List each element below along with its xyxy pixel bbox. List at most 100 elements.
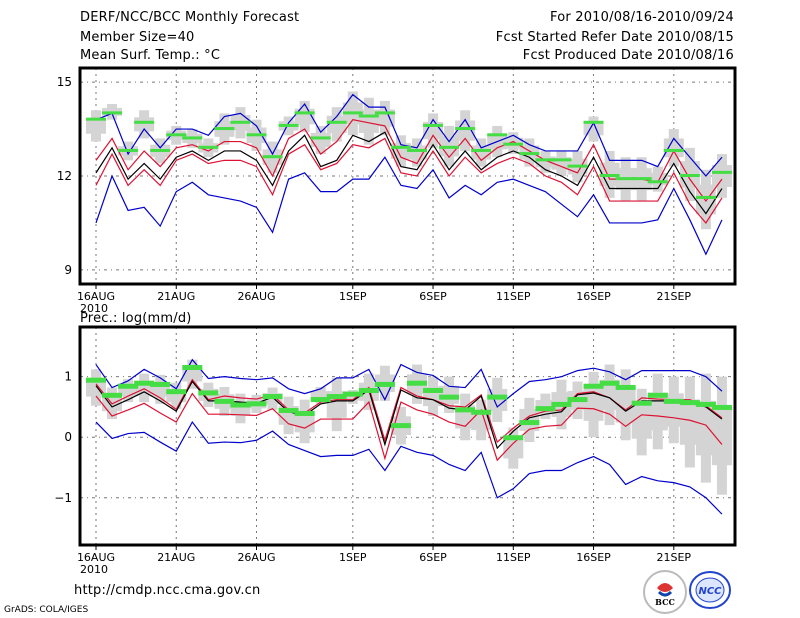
x-tick-year: 2010 [80,302,108,315]
series-line-lower-quartile [95,392,723,462]
forecast-marker [86,377,106,383]
ncc-logo: NCC [688,570,731,610]
y-tick-label: 0 [64,430,72,444]
forecast-marker [342,391,363,397]
x-tick-label: 21SEP [657,551,692,564]
forecast-marker [647,392,668,398]
forecast-marker [455,127,476,131]
spread-box-core [503,437,524,459]
forecast-marker [535,406,556,412]
x-tick-label: 16SEP [576,290,611,303]
forecast-marker [278,123,299,127]
forecast-marker [407,148,427,152]
forecast-marker [310,397,331,403]
forecast-marker [615,177,636,181]
forecast-marker [390,145,411,149]
x-tick-label: 6SEP [419,290,447,303]
spread-box-core [631,405,652,439]
forecast-marker [679,400,700,406]
spread-box-core [695,400,716,456]
forecast-marker [166,389,187,395]
forecast-marker [423,387,444,393]
forecast-marker [86,117,106,121]
forecast-marker [390,423,411,429]
source-url[interactable]: http://cmdp.ncc.cma.gov.cn [74,583,261,598]
forecast-marker [583,383,604,389]
forecast-marker [246,401,267,407]
forecast-marker [471,409,492,415]
forecast-marker [615,384,636,390]
forecast-marker [631,400,652,406]
forecast-marker [198,390,219,396]
spread-box-core [695,184,716,215]
forecast-marker [374,111,395,115]
forecast-marker [519,152,540,156]
bcc-logo-text: BCC [655,597,675,607]
forecast-marker [102,392,123,398]
x-tick-label: 26AUG [237,551,275,564]
x-tick-label: 21AUG [157,290,195,303]
forecast-marker [407,380,427,386]
grads-credit: GrADS: COLA/IGES [4,605,89,615]
spread-box-core [310,391,331,400]
forecast-marker [246,133,267,137]
ncc-logo-text: NCC [698,586,722,597]
forecast-marker [118,148,139,152]
forecast-marker [374,381,395,387]
forecast-marker [198,145,219,149]
forecast-marker [471,148,492,152]
series-line-median [95,131,723,215]
forecast-marker [230,402,251,408]
forecast-marker [182,136,203,140]
spread-box-core [118,384,139,397]
forecast-marker [679,174,700,177]
spread-box-core [310,132,331,148]
spread-box-core [615,387,636,423]
forecast-marker [455,407,476,413]
forecast-marker [439,394,460,400]
spread-box-core [583,122,604,136]
bcc-logo: BCC [643,570,687,614]
forecast-marker [134,380,155,386]
forecast-marker [294,111,315,115]
spread-box-core [326,115,347,133]
y-tick-label: 15 [57,75,72,89]
forecast-range: For 2010/08/16-2010/09/24 [550,10,734,25]
forecast-marker [326,394,347,400]
forecast-marker [214,127,235,131]
spread-box-core [535,156,556,168]
series-line-lower-quartile [95,137,723,224]
spread-box-core [342,393,363,401]
top-panel-variable: Mean Surf. Temp.: °C [80,48,221,63]
forecast-marker [503,142,524,146]
forecast-marker [150,148,171,152]
forecast-marker [310,136,331,140]
forecast-marker [294,410,315,416]
forecast-marker [519,420,540,426]
x-tick-label: 16AUG [77,290,115,303]
forecast-marker [663,148,684,152]
forecast-marker [102,111,123,115]
forecast-marker [631,177,652,181]
x-tick-label: 16AUG [77,551,115,564]
forecast-marker [583,120,604,124]
forecast-marker [695,195,716,199]
forecast-marker [262,155,283,159]
spread-box-core [583,388,604,421]
forecast-marker [599,174,620,177]
forecast-marker [118,383,139,389]
spread-box-core [711,406,732,466]
x-tick-label: 1SEP [339,290,367,303]
forecast-marker [166,133,187,137]
x-tick-year: 2010 [80,563,108,576]
x-tick-label: 11SEP [496,290,531,303]
y-tick-label: 1 [64,370,72,384]
forecast-marker [326,120,347,124]
forecast-produced-date: Fcst Produced Date 2010/08/16 [522,48,734,63]
forecast-marker [150,381,171,387]
panel-frame [78,66,737,286]
y-tick-label: −1 [54,491,72,505]
spread-box-core [679,399,700,445]
forecast-marker [182,364,203,370]
